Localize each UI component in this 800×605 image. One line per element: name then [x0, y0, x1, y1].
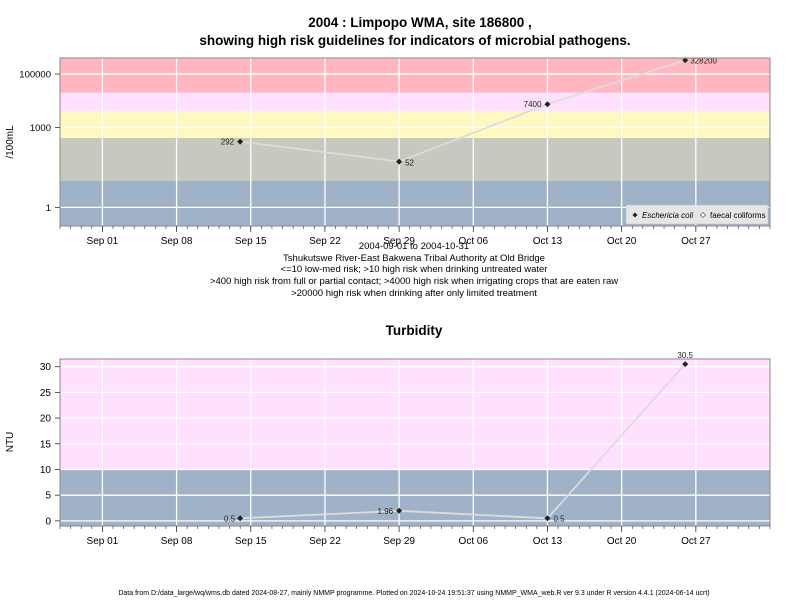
- turbidity-data-label-0: 0.5: [224, 514, 236, 523]
- ecoli-point-0: [237, 138, 244, 145]
- subtitle-site-name: Tshukutswe River-East Bakwena Tribal Aut…: [283, 253, 545, 264]
- ecoli-data-label-0: 292: [221, 138, 235, 147]
- turbidity-ytick-label-5: 25: [40, 388, 52, 399]
- ecoli-point-1: [396, 158, 403, 165]
- ecoli-y-label: /100mL: [5, 125, 16, 159]
- ecoli-data-label-3: 328200: [690, 56, 717, 65]
- turbidity-title: Turbidity: [386, 323, 443, 338]
- chart-title-line2: showing high risk guidelines for indicat…: [199, 33, 630, 48]
- turbidity-x-axis: Sep 01 Sep 08 Sep 15 Sep 22 Sep 29 Oct 06 Oct …: [59, 526, 771, 547]
- legend-box: [625, 204, 769, 225]
- turbidity-point-0: [237, 515, 244, 522]
- turbidity-ytick-label-1: 5: [45, 491, 51, 502]
- turbidity-data-label-2: 0.5: [553, 514, 565, 523]
- subtitle-guideline-1: <=10 low-med risk; >10 high risk when dr…: [281, 264, 548, 275]
- turbidity-xtick-label-1: Sep 08: [161, 536, 193, 547]
- ecoli-series: 292 52 7400 328200: [221, 56, 718, 167]
- turbidity-xtick-label-4: Sep 29: [383, 536, 415, 547]
- legend-ecoli-marker: [632, 212, 638, 218]
- ecoli-ytick-label-2: 100000: [19, 70, 51, 81]
- ecoli-xtick-label-2: Sep 15: [235, 236, 267, 247]
- turbidity-plot-border: [59, 358, 771, 527]
- turbidity-xtick-label-3: Sep 22: [309, 536, 341, 547]
- ecoli-xtick-label-7: Oct 20: [607, 236, 637, 247]
- turbidity-point-1: [396, 507, 403, 514]
- chart-title-line1: 2004 : Limpopo WMA, site 186800 ,: [308, 15, 532, 30]
- legend-faecal-label: faecal coliforms: [710, 211, 766, 220]
- turbidity-y-axis: 0 5 10 15 20 25 30: [40, 362, 60, 527]
- ecoli-legend: Eschericia coli faecal coliforms: [625, 204, 769, 225]
- ecoli-x-axis: Sep 01 Sep 08 Sep 15 Sep 22 Sep 29 Oct 06 Oct …: [59, 226, 771, 247]
- turbidity-xtick-label-7: Oct 20: [607, 536, 637, 547]
- ecoli-xtick-label-1: Sep 08: [161, 236, 193, 247]
- subtitle-guideline-2: >400 high risk from full or partial cont…: [210, 276, 618, 287]
- ecoli-risk-bands: [60, 58, 770, 226]
- ecoli-y-axis: 1 1000 100000: [19, 70, 60, 214]
- ecoli-xtick-label-8: Oct 27: [681, 236, 711, 247]
- turbidity-risk-bands: [60, 359, 770, 526]
- ecoli-xtick-label-5: Oct 06: [459, 236, 489, 247]
- turbidity-data-label-3: 30.5: [677, 351, 693, 360]
- ecoli-xtick-label-3: Sep 22: [309, 236, 341, 247]
- turbidity-ytick-label-4: 20: [40, 414, 52, 425]
- legend-ecoli-label: Eschericia coli: [642, 211, 693, 220]
- turbidity-y-label: NTU: [5, 432, 16, 453]
- turbidity-series: 0.5 1.96 0.5 30.5: [224, 351, 694, 523]
- legend-faecal-marker: [700, 212, 706, 218]
- ecoli-data-label-2: 7400: [524, 100, 542, 109]
- subtitle-block: 2004-09-01 to 2004-10-31 Tshukutswe Rive…: [210, 241, 618, 299]
- turbidity-xtick-label-2: Sep 15: [235, 536, 267, 547]
- turbidity-series-line: [240, 363, 686, 520]
- footer-note: Data from D:/data_large/wq/wms.db dated …: [118, 590, 709, 597]
- ecoli-band-2: [60, 111, 770, 138]
- ecoli-data-label-1: 52: [405, 159, 414, 168]
- turbidity-xtick-label-6: Oct 13: [533, 536, 563, 547]
- turbidity-ytick-label-0: 0: [45, 516, 51, 527]
- ecoli-band-4: [60, 58, 770, 93]
- turbidity-ytick-label-2: 10: [40, 465, 52, 476]
- ecoli-panel: 292 52 7400 328200 1 1000 100000 /100mL Sep 0…: [5, 56, 771, 247]
- ecoli-ytick-label-1: 1000: [30, 123, 51, 134]
- subtitle-date-range: 2004-09-01 to 2004-10-31: [359, 241, 469, 252]
- turbidity-data-label-1: 1.96: [378, 507, 394, 516]
- turbidity-ytick-label-6: 30: [40, 362, 52, 373]
- turbidity-band-1: [60, 359, 770, 470]
- ecoli-series-line: [240, 59, 686, 163]
- turbidity-grid: [60, 359, 770, 526]
- turbidity-xtick-label-5: Oct 06: [459, 536, 489, 547]
- subtitle-guideline-3: >20000 high risk when drinking after onl…: [291, 288, 537, 299]
- ecoli-plot-border: [59, 57, 771, 227]
- ecoli-band-1: [60, 137, 770, 181]
- turbidity-point-3: [682, 361, 689, 368]
- turbidity-point-2: [544, 515, 551, 522]
- turbidity-xtick-label-8: Oct 27: [681, 536, 711, 547]
- turbidity-band-0: [60, 469, 770, 526]
- turbidity-xtick-label-0: Sep 01: [87, 536, 119, 547]
- ecoli-band-3: [60, 92, 770, 112]
- ecoli-ytick-label-0: 1: [46, 203, 51, 214]
- ecoli-xtick-label-0: Sep 01: [87, 236, 119, 247]
- turbidity-ytick-label-3: 15: [40, 439, 52, 450]
- ecoli-xtick-label-4: Sep 29: [383, 236, 415, 247]
- ecoli-xtick-label-6: Oct 13: [533, 236, 563, 247]
- ecoli-point-2: [544, 101, 551, 108]
- ecoli-point-3: [682, 57, 689, 64]
